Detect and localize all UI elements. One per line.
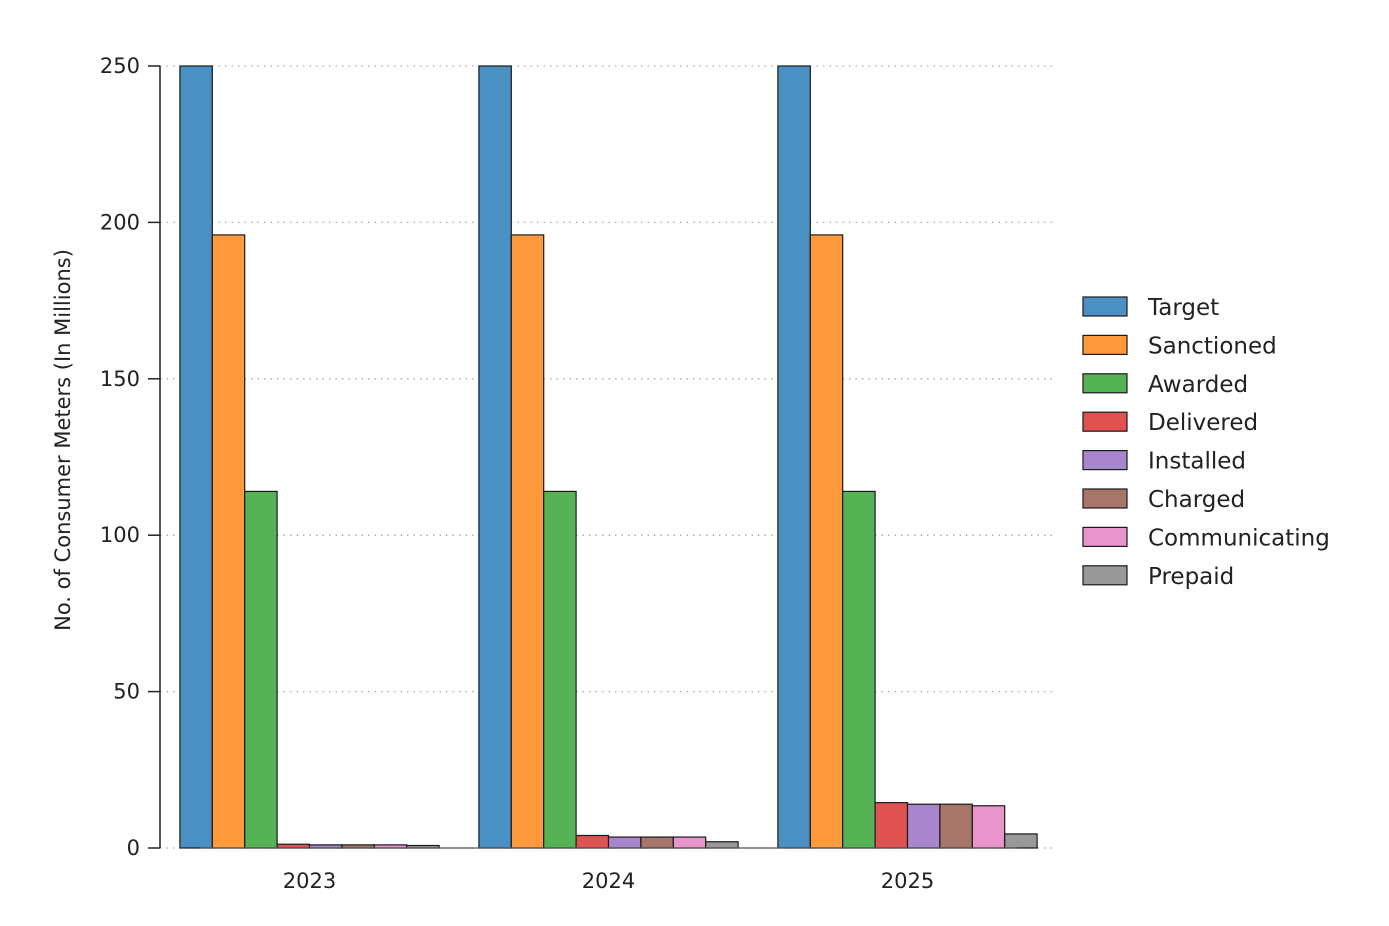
bar-installed-2024 <box>607 836 642 849</box>
y-tick-label: 50 <box>113 680 140 704</box>
legend-swatch <box>1082 450 1128 471</box>
grid-lines <box>160 65 1057 849</box>
legend-item-sanctioned[interactable]: Sanctioned <box>1082 333 1277 359</box>
legend-item-installed[interactable]: Installed <box>1082 449 1246 475</box>
legend-label: Delivered <box>1148 410 1258 436</box>
bar-prepaid-2024 <box>705 841 739 849</box>
legend-swatch <box>1082 565 1128 586</box>
y-tick-label: 150 <box>100 367 140 391</box>
legend-item-communicating[interactable]: Communicating <box>1082 525 1330 551</box>
y-tick-label: 200 <box>100 210 140 234</box>
legend-item-awarded[interactable]: Awarded <box>1082 372 1248 398</box>
bar-awarded-2025 <box>842 490 876 849</box>
bar-awarded-2024 <box>543 490 577 849</box>
y-tick-label: 100 <box>100 523 140 547</box>
x-tick-label: 2025 <box>881 869 934 893</box>
bar-target-2025 <box>777 65 811 849</box>
bar-awarded-2023 <box>244 490 278 849</box>
legend-swatch <box>1082 334 1128 355</box>
bar-target-2023 <box>179 65 213 849</box>
legend-swatch <box>1082 411 1128 432</box>
y-ticks: 0 50 100 150 200 250 <box>100 54 160 860</box>
legend-swatch <box>1082 488 1128 509</box>
bar-sanctioned-2025 <box>809 234 844 849</box>
legend-item-charged[interactable]: Charged <box>1082 487 1245 513</box>
x-tick-label: 2024 <box>582 869 635 893</box>
legend-item-delivered[interactable]: Delivered <box>1082 410 1258 436</box>
bar-communicating-2025 <box>971 805 1006 849</box>
x-ticks: 2023 2024 2025 <box>283 869 934 893</box>
legend-swatch <box>1082 526 1128 548</box>
x-tick-label: 2023 <box>283 869 336 893</box>
legend-swatch <box>1082 373 1128 394</box>
bar-charged-2024 <box>640 836 674 849</box>
axes <box>159 66 1017 849</box>
legend-label: Sanctioned <box>1148 333 1277 359</box>
bars <box>179 65 1038 849</box>
legend-swatch <box>1082 296 1128 317</box>
bar-target-2024 <box>478 65 512 849</box>
y-tick-label: 0 <box>127 836 140 860</box>
legend-label: Awarded <box>1148 372 1248 398</box>
bar-prepaid-2025 <box>1004 833 1038 849</box>
bar-charged-2025 <box>939 803 973 849</box>
bar-delivered-2025 <box>874 802 909 849</box>
legend-label: Prepaid <box>1148 564 1234 590</box>
bar-delivered-2024 <box>575 834 610 849</box>
bar-sanctioned-2023 <box>211 234 246 849</box>
legend-item-prepaid[interactable]: Prepaid <box>1082 564 1234 590</box>
bar-installed-2025 <box>906 803 941 849</box>
y-axis-label: No. of Consumer Meters (In Millions) <box>51 249 75 631</box>
bar-communicating-2024 <box>672 836 707 849</box>
y-tick-label: 250 <box>100 54 140 78</box>
legend-label: Charged <box>1148 487 1245 513</box>
legend-label: Installed <box>1148 449 1246 475</box>
legend[interactable]: Target Sanctioned Awarded Delivered Installe… <box>1082 295 1330 590</box>
legend-label: Communicating <box>1148 525 1330 551</box>
bar-sanctioned-2024 <box>510 234 545 849</box>
legend-label: Target <box>1147 295 1219 321</box>
legend-item-target[interactable]: Target <box>1082 295 1219 321</box>
